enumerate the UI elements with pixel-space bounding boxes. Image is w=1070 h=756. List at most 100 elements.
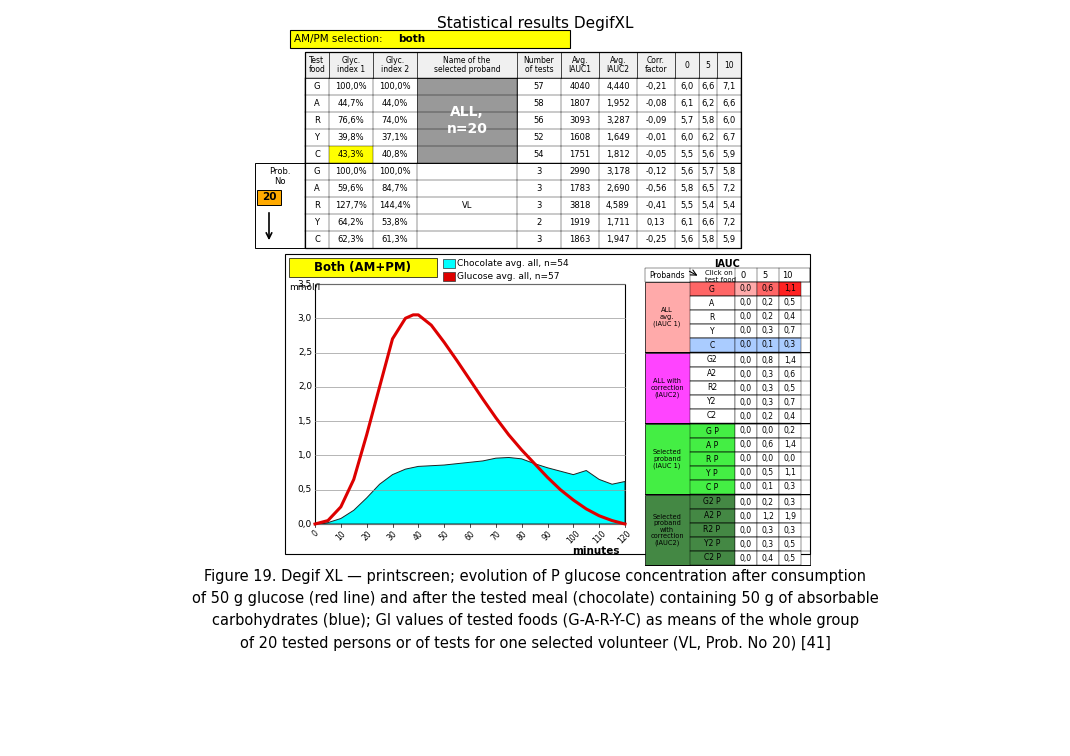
Text: 2,5: 2,5 (297, 348, 312, 357)
Bar (756, 509, 779, 523)
Bar (779, 452, 801, 466)
Text: 2990: 2990 (569, 167, 591, 176)
Bar (779, 367, 801, 381)
Text: 0,0: 0,0 (740, 441, 752, 450)
Text: 5,5: 5,5 (681, 150, 693, 159)
Text: 5: 5 (762, 271, 767, 280)
Text: minutes: minutes (572, 546, 620, 556)
Bar (645, 268, 810, 282)
Text: 0,6: 0,6 (762, 284, 774, 293)
Bar (690, 310, 735, 324)
Text: -0,41: -0,41 (645, 201, 667, 210)
Bar (756, 466, 779, 480)
Text: 0,0: 0,0 (740, 355, 752, 364)
Polygon shape (315, 457, 625, 524)
Text: 0: 0 (685, 60, 689, 70)
Text: 3: 3 (536, 201, 541, 210)
Text: 0,0: 0,0 (740, 482, 752, 491)
Bar (690, 338, 735, 352)
Text: 1,4: 1,4 (784, 355, 796, 364)
Text: 61,3%: 61,3% (382, 235, 409, 244)
Text: 37,1%: 37,1% (382, 133, 409, 142)
Text: 0,0: 0,0 (740, 327, 752, 336)
Text: 2,0: 2,0 (297, 383, 312, 392)
Text: 10: 10 (334, 529, 348, 542)
Text: 5,7: 5,7 (701, 167, 715, 176)
Text: 1783: 1783 (569, 184, 591, 193)
Bar (690, 551, 735, 565)
Text: 1,952: 1,952 (607, 99, 630, 108)
Text: 3: 3 (536, 167, 541, 176)
Bar (645, 424, 690, 494)
Text: 10: 10 (782, 271, 792, 280)
Bar (735, 523, 756, 537)
Text: 6,0: 6,0 (681, 82, 693, 91)
Text: -0,08: -0,08 (645, 99, 667, 108)
Bar (756, 282, 779, 296)
Bar (690, 324, 735, 338)
Text: C: C (709, 340, 715, 349)
Text: C: C (315, 235, 320, 244)
Text: 1,4: 1,4 (784, 441, 796, 450)
Bar (779, 296, 801, 310)
Bar (756, 310, 779, 324)
Text: 3: 3 (536, 184, 541, 193)
Text: 0,0: 0,0 (740, 540, 752, 549)
Text: A P: A P (706, 441, 718, 450)
Text: Chocolate avg. all, n=54: Chocolate avg. all, n=54 (457, 259, 568, 268)
Text: 6,1: 6,1 (681, 218, 693, 227)
Text: G2 P: G2 P (703, 497, 721, 507)
Text: 127,7%: 127,7% (335, 201, 367, 210)
Text: Corr.
factor: Corr. factor (645, 56, 668, 74)
Bar (735, 438, 756, 452)
Bar (735, 381, 756, 395)
Bar (735, 537, 756, 551)
Text: 1,812: 1,812 (606, 150, 630, 159)
Bar (645, 353, 690, 423)
Text: 0,0: 0,0 (297, 519, 312, 528)
Bar (305, 163, 742, 180)
Text: 43,3%: 43,3% (338, 150, 364, 159)
Text: 6,1: 6,1 (681, 99, 693, 108)
Text: 110: 110 (591, 529, 608, 546)
Bar (735, 480, 756, 494)
Bar (690, 509, 735, 523)
Text: 3,287: 3,287 (606, 116, 630, 125)
Text: -0,12: -0,12 (645, 167, 667, 176)
Bar (735, 551, 756, 565)
Bar (779, 480, 801, 494)
Text: Glyc.
index 2: Glyc. index 2 (381, 56, 409, 74)
Text: Number
of tests: Number of tests (523, 56, 554, 74)
Text: 0,0: 0,0 (740, 398, 752, 407)
Text: G: G (314, 167, 320, 176)
Text: Glucose avg. all, n=57: Glucose avg. all, n=57 (457, 272, 560, 281)
Text: 5,8: 5,8 (681, 184, 693, 193)
Text: 0,7: 0,7 (784, 327, 796, 336)
Bar (779, 310, 801, 324)
Text: 1,2: 1,2 (762, 512, 774, 520)
Text: 1,649: 1,649 (606, 133, 630, 142)
Bar (735, 509, 756, 523)
Bar (735, 452, 756, 466)
Bar (690, 282, 735, 296)
Text: 0,0: 0,0 (740, 426, 752, 435)
Text: R: R (315, 116, 320, 125)
Bar (756, 338, 779, 352)
Text: 5,4: 5,4 (722, 201, 735, 210)
Text: 3,178: 3,178 (606, 167, 630, 176)
Text: 0,0: 0,0 (740, 383, 752, 392)
Bar (735, 324, 756, 338)
Bar (779, 424, 801, 438)
Text: R P: R P (706, 454, 718, 463)
Bar (305, 129, 742, 146)
Text: Statistical results DegifXL: Statistical results DegifXL (437, 16, 633, 31)
Text: 0,5: 0,5 (784, 540, 796, 549)
Text: 1,0: 1,0 (297, 451, 312, 460)
Text: 54: 54 (534, 150, 545, 159)
Text: 57: 57 (534, 82, 545, 91)
Text: 5,4: 5,4 (702, 201, 715, 210)
Text: Y2 P: Y2 P (704, 540, 720, 549)
Bar (305, 214, 742, 231)
Text: 7,2: 7,2 (722, 184, 736, 193)
Bar (305, 231, 742, 248)
